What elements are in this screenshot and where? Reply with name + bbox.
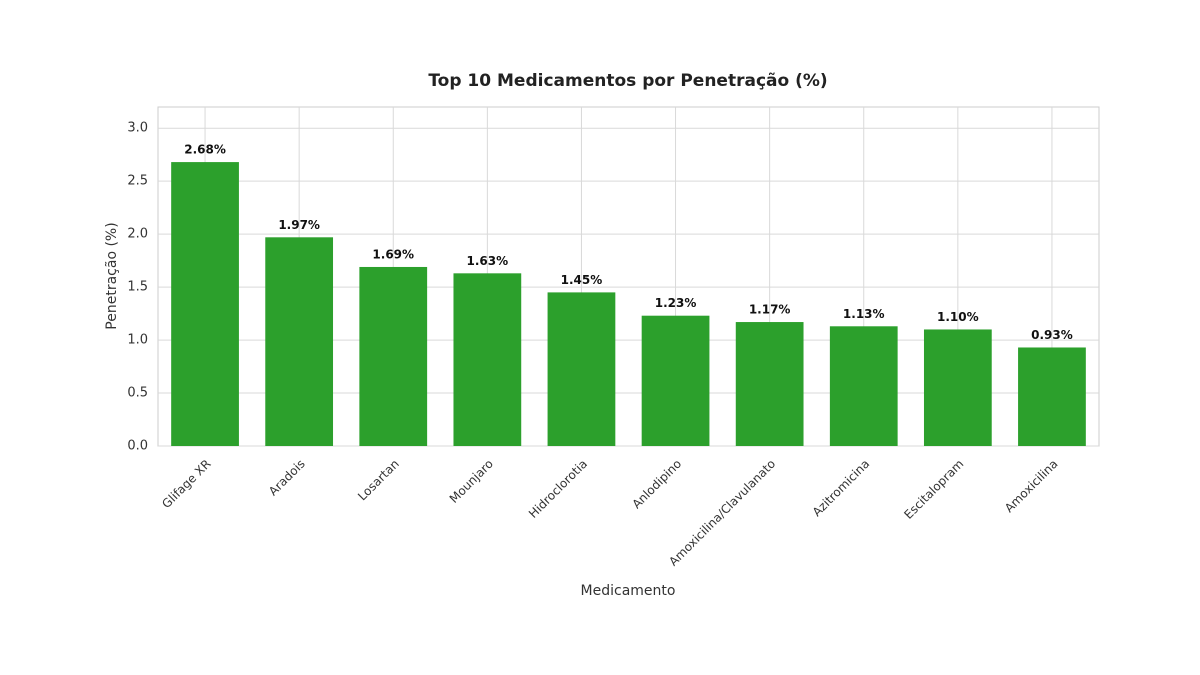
bar <box>1018 347 1086 446</box>
y-tick-label: 1.5 <box>127 280 148 295</box>
x-tick-label: Hidroclorotia <box>526 457 590 521</box>
value-label: 1.10% <box>937 310 979 324</box>
bar <box>171 162 239 446</box>
value-label: 1.13% <box>843 307 885 321</box>
value-label: 0.93% <box>1031 328 1073 342</box>
value-label: 1.23% <box>655 296 697 310</box>
bar <box>735 322 804 446</box>
y-tick-label: 2.0 <box>127 227 148 242</box>
bar <box>265 237 334 446</box>
x-tick-label: Glifage XR <box>159 457 213 511</box>
y-tick-label: 3.0 <box>127 121 148 136</box>
bar <box>829 326 898 446</box>
value-label: 2.68% <box>184 143 226 157</box>
value-label: 1.97% <box>278 218 320 232</box>
x-tick-label: Mounjaro <box>447 457 496 506</box>
value-label: 1.69% <box>372 247 414 261</box>
x-tick-label: Amoxicilina <box>1002 457 1061 516</box>
x-tick-label: Azitromicina <box>810 457 873 520</box>
bar <box>641 315 710 446</box>
y-tick-label: 0.5 <box>127 386 148 401</box>
bar <box>923 329 992 446</box>
x-tick-label: Escitalopram <box>901 457 966 522</box>
bar <box>453 273 522 446</box>
bar <box>359 266 428 446</box>
x-tick-label: Aradois <box>266 457 308 499</box>
x-axis-label: Medicamento <box>581 583 676 599</box>
x-tick-label: Anlodipino <box>629 457 684 512</box>
bar <box>547 292 616 446</box>
y-tick-label: 2.5 <box>127 174 148 189</box>
x-tick-label: Losartan <box>355 457 402 504</box>
value-label: 1.17% <box>749 303 791 317</box>
value-label: 1.45% <box>561 273 603 287</box>
y-axis-label: Penetração (%) <box>104 222 120 329</box>
value-label: 1.63% <box>467 254 509 268</box>
x-tick-label: Amoxicilina/Clavulanato <box>666 457 778 569</box>
chart-title: Top 10 Medicamentos por Penetração (%) <box>428 71 827 91</box>
y-tick-label: 0.0 <box>127 439 148 454</box>
y-tick-label: 1.0 <box>127 333 148 348</box>
